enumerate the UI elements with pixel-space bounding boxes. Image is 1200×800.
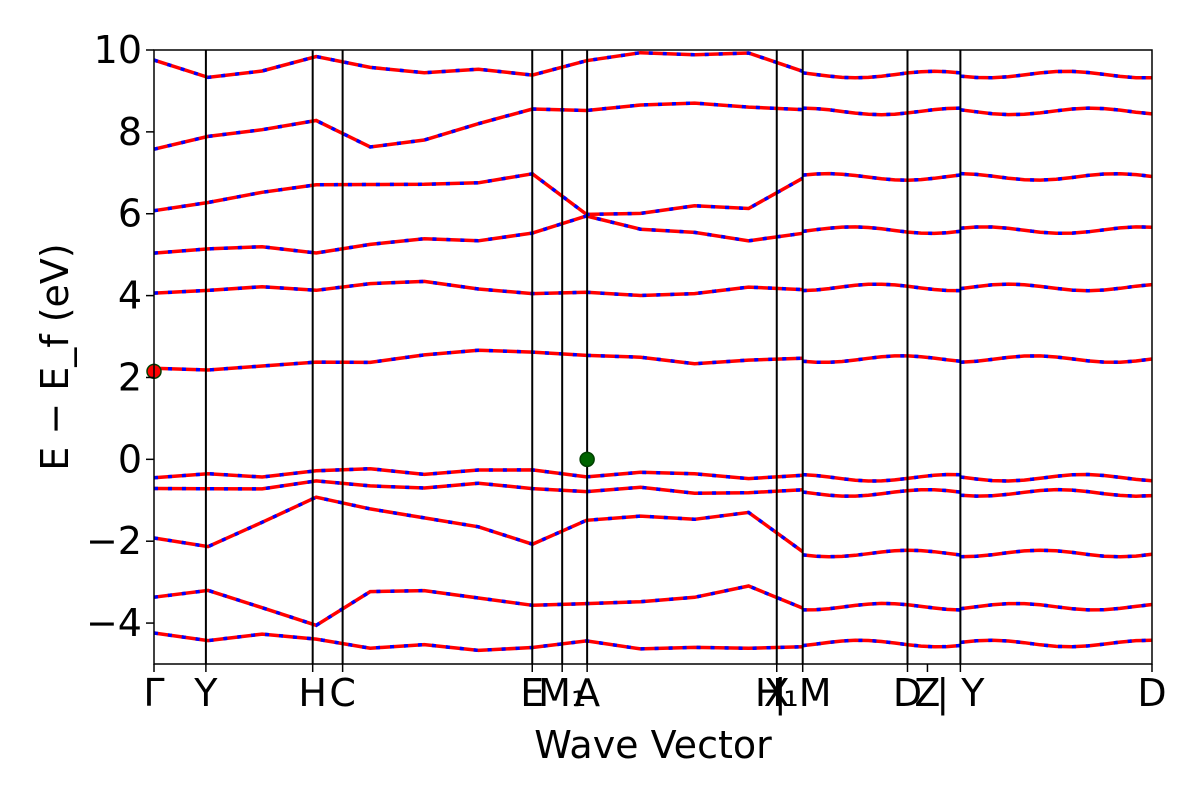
- band-line: [153, 584, 804, 628]
- x-tick-label: E: [520, 671, 544, 715]
- band-line: [802, 601, 961, 612]
- band-line: [960, 282, 1153, 293]
- y-axis-ticks: −4 −2 0 2 4 6 8 10: [86, 28, 154, 645]
- x-tick-label: M₁: [538, 671, 586, 715]
- x-tick-label: Γ: [143, 671, 164, 715]
- band-line: [802, 282, 961, 293]
- band-line-overlay: [153, 214, 803, 255]
- x-axis-title: Wave Vector: [534, 723, 772, 767]
- x-tick-label: H₁: [755, 671, 799, 715]
- band-line: [960, 472, 1153, 483]
- band-line: [802, 548, 961, 559]
- y-tick-label: 10: [94, 28, 142, 72]
- kpoint-separators: [204, 50, 962, 664]
- y-tick-label: 0: [118, 437, 142, 481]
- band-line-overlay: [153, 101, 803, 151]
- y-tick-label: 4: [118, 274, 142, 318]
- band-line: [802, 69, 961, 80]
- y-tick-label: 8: [118, 110, 142, 154]
- band-line-overlay: [153, 495, 804, 554]
- band-line: [802, 354, 961, 365]
- band-line-overlay: [153, 50, 804, 80]
- band-line-overlay: [153, 348, 803, 372]
- x-tick-label: | Y: [936, 671, 985, 716]
- y-axis-title: E − E_f (eV): [33, 243, 77, 471]
- highlight-point: [579, 451, 595, 468]
- x-tick-label: Y: [193, 671, 218, 715]
- band-line: [153, 631, 803, 653]
- x-tick-label: D: [1137, 671, 1166, 715]
- band-line: [802, 106, 961, 117]
- band-line-overlay: [153, 279, 803, 298]
- x-tick-label: H: [298, 671, 327, 715]
- band-line: [960, 171, 1153, 182]
- band-line: [802, 225, 961, 236]
- band-line-overlay: [960, 487, 1153, 498]
- x-tick-label: A: [574, 671, 600, 715]
- x-tick-label: Z: [914, 671, 940, 715]
- band-line-overlay: [960, 225, 1153, 236]
- y-tick-label: 2: [118, 355, 142, 399]
- y-tick-label: −2: [86, 519, 142, 563]
- band-line-overlay: [153, 479, 803, 495]
- band-line: [802, 638, 961, 649]
- y-tick-label: 6: [118, 192, 142, 236]
- band-lines: [153, 50, 1153, 653]
- band-line: [153, 171, 804, 217]
- band-line-overlay: [153, 466, 803, 481]
- band-line-overlay: [960, 638, 1153, 649]
- band-line: [802, 487, 961, 498]
- plot-frame: [153, 49, 1153, 665]
- band-line: [802, 472, 961, 483]
- band-line: [960, 354, 1153, 365]
- band-line-overlay: [960, 548, 1153, 559]
- x-tick-label: | M: [774, 671, 832, 716]
- band-line: [802, 171, 961, 182]
- band-line-overlay: [960, 69, 1152, 80]
- x-tick-label: C: [329, 671, 356, 715]
- y-tick-label: −4: [86, 601, 142, 645]
- x-tick-label: D: [893, 671, 922, 715]
- x-tick-label: X: [764, 671, 790, 715]
- band-line: [960, 601, 1153, 612]
- band-line: [960, 106, 1153, 117]
